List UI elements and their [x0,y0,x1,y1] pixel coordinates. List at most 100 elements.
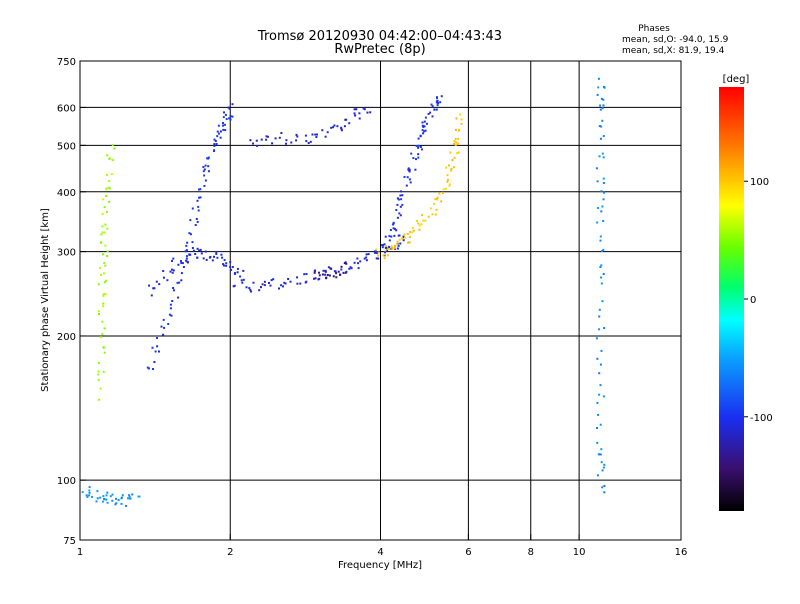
chart-title: Tromsø 20120930 04:42:00–04:43:43 [257,29,502,44]
data-point [236,267,239,270]
data-point [436,104,439,107]
stats-line-x: mean, sd,X: 81.9, 19.4 [622,46,725,56]
data-point [340,129,343,132]
data-point [420,223,423,226]
data-point [216,256,219,259]
data-point [225,264,228,267]
data-point [381,246,384,249]
data-point [188,232,191,235]
data-point [180,260,182,263]
data-point [602,177,605,180]
data-point [234,272,236,274]
data-point [405,184,408,187]
data-point [408,170,411,173]
data-point [343,125,346,128]
data-point [418,228,421,231]
data-point [314,277,317,280]
data-point [313,270,316,273]
data-point [88,486,91,489]
data-point [103,497,106,500]
data-point [382,244,385,247]
data-point [417,156,420,159]
data-point [603,327,606,329]
x-tick-label: 4 [377,547,383,558]
data-point [211,259,214,262]
data-point [99,496,102,499]
data-point [250,290,252,293]
data-point [115,502,118,505]
data-point [596,180,599,183]
data-point [261,283,264,286]
data-point [598,328,601,331]
data-point [177,263,180,266]
data-point [204,179,207,182]
data-point [603,491,606,494]
data-point [100,233,103,236]
data-point [252,281,255,284]
data-point [433,108,436,111]
data-point [172,287,175,289]
data-point [408,178,411,181]
data-point [111,159,114,162]
data-point [599,363,602,366]
data-point [104,281,106,284]
data-point [596,221,599,224]
data-point [128,495,131,498]
data-point [305,273,308,275]
data-point [337,270,340,273]
data-point [387,248,390,250]
data-point [180,279,183,282]
data-point [99,266,101,269]
data-point [421,214,423,217]
y-tick-label: 300 [57,248,76,259]
data-point [601,469,604,472]
data-point [111,499,114,502]
data-point [178,281,181,284]
data-point [268,282,270,284]
data-point [599,235,602,238]
data-point [601,300,604,303]
data-point [357,267,360,270]
data-point [110,173,113,176]
data-point [216,130,219,133]
data-point [406,176,409,179]
data-point [99,336,102,339]
data-point [285,142,287,145]
data-point [365,253,368,256]
data-point [376,252,378,255]
data-point [198,249,201,252]
data-point [102,305,105,308]
data-point [324,273,327,276]
data-point [388,239,391,242]
data-point [91,495,93,498]
data-point [596,427,598,429]
data-point [265,138,268,141]
data-point [198,196,201,199]
data-point [417,137,420,140]
data-point [102,272,105,275]
data-point [217,124,220,127]
data-point [258,289,261,292]
data-point [200,252,203,255]
data-point [436,99,439,102]
data-point [381,244,384,247]
data-point [108,200,111,203]
data-point [108,157,111,160]
data-point [115,497,117,500]
data-point [391,247,394,250]
data-point [213,150,215,152]
y-tick-label: 600 [57,103,76,114]
data-point [120,496,123,499]
data-point [169,303,172,306]
data-point [162,270,165,272]
data-point [596,441,599,444]
data-point [284,282,287,285]
data-point [101,225,104,228]
data-point [457,137,460,140]
data-point [222,128,225,131]
data-point [400,198,403,201]
data-point [602,395,605,398]
data-point [421,121,424,124]
data-point [154,350,157,353]
data-point [327,266,330,269]
